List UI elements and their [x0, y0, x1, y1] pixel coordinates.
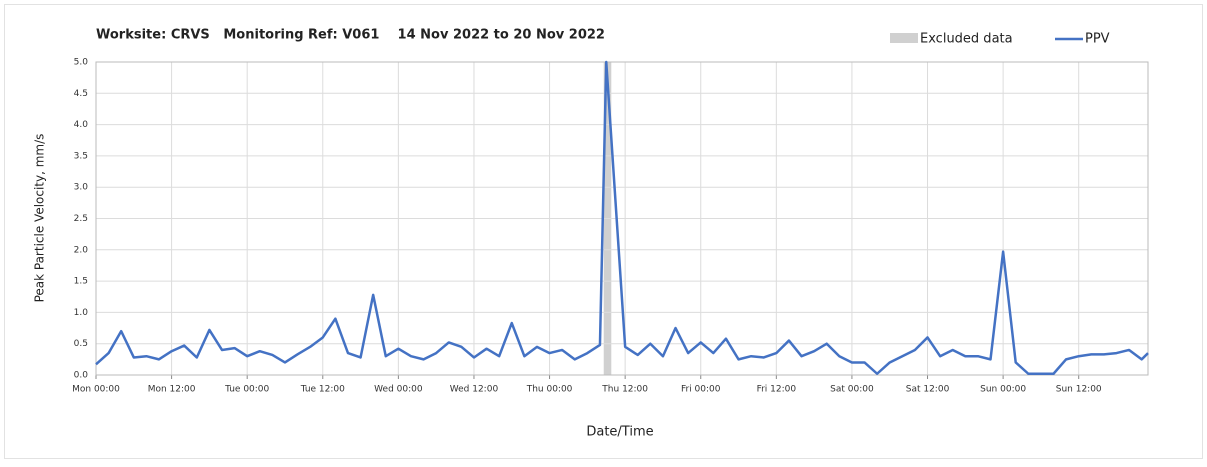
y-tick-label: 4.0 [74, 120, 89, 130]
y-axis-title: Peak Particle Velocity, mm/s [33, 134, 47, 303]
plot-border [95, 61, 1149, 376]
legend-label: Excluded data [920, 32, 1013, 47]
x-tick-label: Sat 12:00 [906, 385, 950, 395]
x-tick-label: Wed 12:00 [450, 385, 499, 395]
y-tick-label: 0.5 [74, 339, 88, 349]
x-tick-label: Sun 12:00 [1056, 385, 1102, 395]
x-tick-label: Thu 12:00 [601, 385, 648, 395]
x-tick-label: Fri 12:00 [757, 385, 797, 395]
x-tick-label: Mon 00:00 [72, 385, 120, 395]
x-tick-label: Tue 12:00 [300, 385, 345, 395]
x-axis-title: Date/Time [586, 425, 653, 440]
x-tick-label: Tue 00:00 [224, 385, 269, 395]
y-tick-label: 1.0 [74, 308, 89, 318]
x-tick-label: Sat 00:00 [830, 385, 874, 395]
legend-swatch [890, 33, 918, 43]
x-tick-label: Thu 00:00 [526, 385, 573, 395]
x-tick-label: Mon 12:00 [148, 385, 196, 395]
y-tick-label: 0.0 [74, 371, 89, 381]
y-tick-label: 2.0 [74, 245, 89, 255]
x-tick-label: Fri 00:00 [681, 385, 721, 395]
x-tick-label: Wed 00:00 [374, 385, 423, 395]
y-tick-label: 3.0 [74, 183, 89, 193]
x-tick-label: Sun 00:00 [980, 385, 1026, 395]
legend-label: PPV [1085, 32, 1110, 47]
chart-title: Worksite: CRVS Monitoring Ref: V061 14 N… [96, 28, 605, 43]
y-tick-label: 4.5 [74, 89, 88, 99]
ppv-line [95, 60, 1149, 375]
y-tick-label: 2.5 [74, 214, 88, 224]
y-tick-label: 5.0 [74, 58, 89, 68]
y-tick-label: 1.5 [74, 277, 88, 287]
y-tick-label: 3.5 [74, 151, 88, 161]
